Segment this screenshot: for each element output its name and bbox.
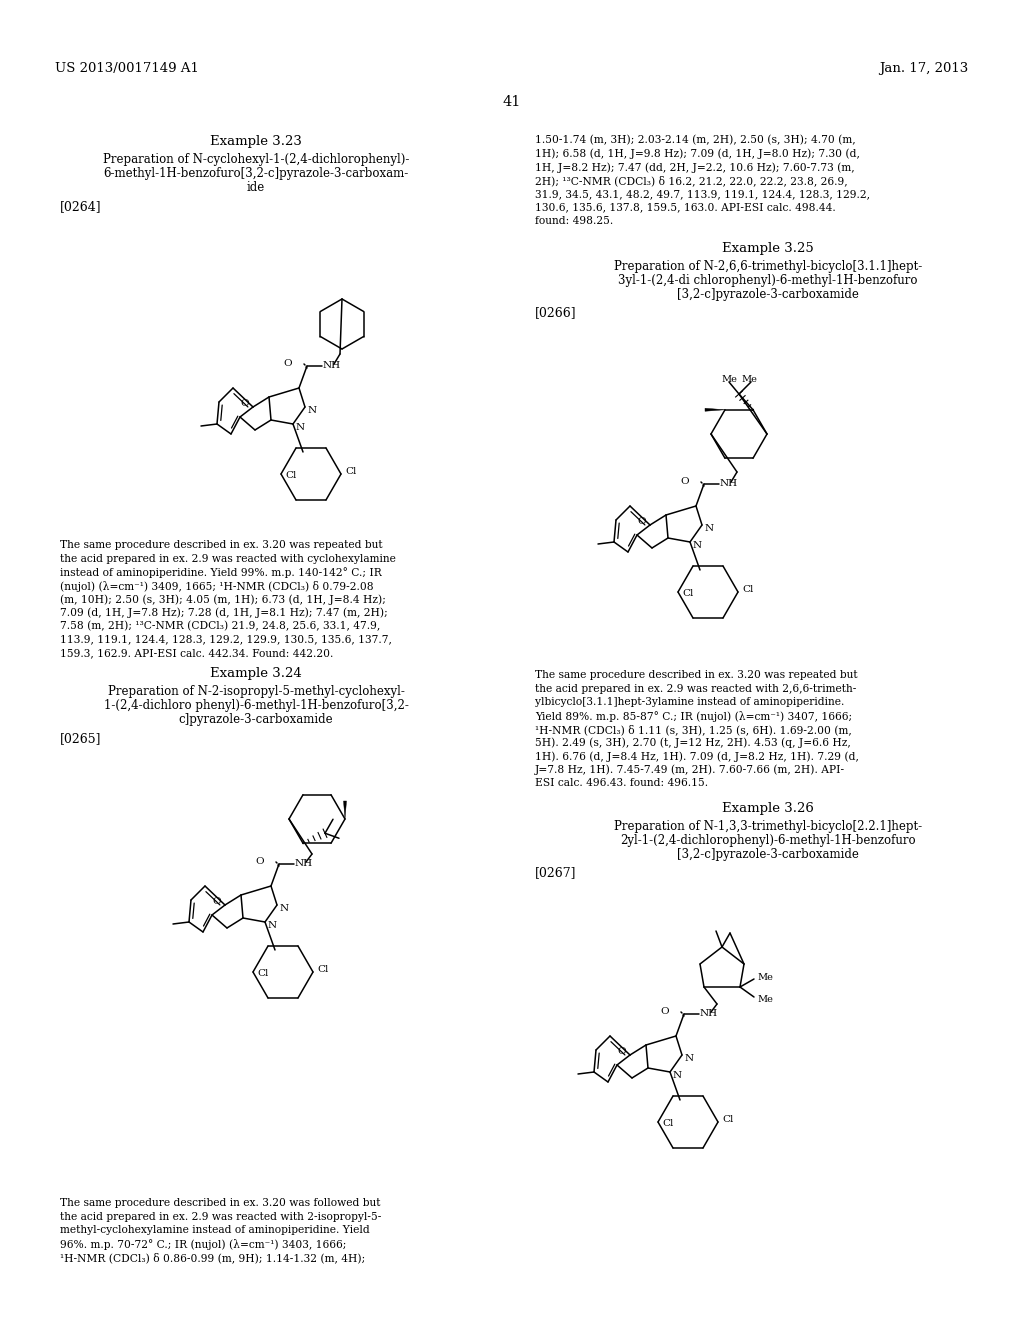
- Text: Preparation of N-1,3,3-trimethyl-bicyclo[2.2.1]hept-: Preparation of N-1,3,3-trimethyl-bicyclo…: [614, 820, 922, 833]
- Text: The same procedure described in ex. 3.20 was followed but: The same procedure described in ex. 3.20…: [60, 1199, 381, 1208]
- Text: Me: Me: [721, 375, 737, 384]
- Text: Cl: Cl: [742, 586, 754, 594]
- Text: NH: NH: [323, 360, 341, 370]
- Text: ¹H-NMR (CDCl₃) δ 0.86-0.99 (m, 9H); 1.14-1.32 (m, 4H);: ¹H-NMR (CDCl₃) δ 0.86-0.99 (m, 9H); 1.14…: [60, 1251, 366, 1263]
- Text: O: O: [617, 1048, 626, 1056]
- Text: c]pyrazole-3-carboxamide: c]pyrazole-3-carboxamide: [178, 713, 334, 726]
- Text: 7.58 (m, 2H); ¹³C-NMR (CDCl₃) 21.9, 24.8, 25.6, 33.1, 47.9,: 7.58 (m, 2H); ¹³C-NMR (CDCl₃) 21.9, 24.8…: [60, 620, 380, 631]
- Text: Me: Me: [741, 375, 757, 384]
- Text: NH: NH: [720, 479, 738, 487]
- Text: N: N: [673, 1071, 682, 1080]
- Text: Example 3.25: Example 3.25: [722, 242, 814, 255]
- Text: Me: Me: [757, 973, 773, 982]
- Text: [0264]: [0264]: [60, 201, 101, 213]
- Text: methyl-cyclohexylamine instead of aminopiperidine. Yield: methyl-cyclohexylamine instead of aminop…: [60, 1225, 370, 1236]
- Text: N: N: [268, 921, 278, 931]
- Text: [0267]: [0267]: [535, 866, 577, 879]
- Text: found: 498.25.: found: 498.25.: [535, 216, 613, 226]
- Text: N: N: [685, 1053, 694, 1063]
- Text: O: O: [680, 477, 689, 486]
- Text: O: O: [241, 400, 249, 408]
- Text: US 2013/0017149 A1: US 2013/0017149 A1: [55, 62, 199, 75]
- Text: 6-methyl-1H-benzofuro[3,2-c]pyrazole-3-carboxam-: 6-methyl-1H-benzofuro[3,2-c]pyrazole-3-c…: [103, 168, 409, 180]
- Text: 2H); ¹³C-NMR (CDCl₃) δ 16.2, 21.2, 22.0, 22.2, 23.8, 26.9,: 2H); ¹³C-NMR (CDCl₃) δ 16.2, 21.2, 22.0,…: [535, 176, 848, 186]
- Text: O: O: [255, 857, 264, 866]
- Text: J=7.8 Hz, 1H). 7.45-7.49 (m, 2H). 7.60-7.66 (m, 2H). API-: J=7.8 Hz, 1H). 7.45-7.49 (m, 2H). 7.60-7…: [535, 764, 845, 775]
- Text: 159.3, 162.9. API-ESI calc. 442.34. Found: 442.20.: 159.3, 162.9. API-ESI calc. 442.34. Foun…: [60, 648, 334, 657]
- Text: N: N: [705, 524, 714, 533]
- Text: Yield 89%. m.p. 85-87° C.; IR (nujol) (λ=cm⁻¹) 3407, 1666;: Yield 89%. m.p. 85-87° C.; IR (nujol) (λ…: [535, 710, 852, 722]
- Text: Cl: Cl: [722, 1115, 733, 1125]
- Text: [0265]: [0265]: [60, 733, 101, 744]
- Text: the acid prepared in ex. 2.9 was reacted with 2-isopropyl-5-: the acid prepared in ex. 2.9 was reacted…: [60, 1212, 381, 1221]
- Text: Example 3.24: Example 3.24: [210, 667, 302, 680]
- Text: 7.09 (d, 1H, J=7.8 Hz); 7.28 (d, 1H, J=8.1 Hz); 7.47 (m, 2H);: 7.09 (d, 1H, J=7.8 Hz); 7.28 (d, 1H, J=8…: [60, 607, 388, 618]
- Text: NH: NH: [700, 1008, 718, 1018]
- Polygon shape: [705, 408, 725, 412]
- Text: Cl: Cl: [257, 969, 268, 978]
- Text: N: N: [308, 407, 317, 414]
- Text: [3,2-c]pyrazole-3-carboxamide: [3,2-c]pyrazole-3-carboxamide: [677, 847, 859, 861]
- Text: N: N: [693, 541, 702, 550]
- Text: Me: Me: [757, 994, 773, 1003]
- Text: O: O: [637, 517, 646, 527]
- Text: Jan. 17, 2013: Jan. 17, 2013: [879, 62, 968, 75]
- Text: Cl: Cl: [345, 467, 356, 477]
- Text: 3yl-1-(2,4-di chlorophenyl)-6-methyl-1H-benzofuro: 3yl-1-(2,4-di chlorophenyl)-6-methyl-1H-…: [618, 275, 918, 286]
- Text: ide: ide: [247, 181, 265, 194]
- Text: the acid prepared in ex. 2.9 was reacted with cyclohexylamine: the acid prepared in ex. 2.9 was reacted…: [60, 553, 396, 564]
- Text: O: O: [284, 359, 292, 367]
- Text: 1.50-1.74 (m, 3H); 2.03-2.14 (m, 2H), 2.50 (s, 3H); 4.70 (m,: 1.50-1.74 (m, 3H); 2.03-2.14 (m, 2H), 2.…: [535, 135, 856, 145]
- Text: 5H). 2.49 (s, 3H), 2.70 (t, J=12 Hz, 2H). 4.53 (q, J=6.6 Hz,: 5H). 2.49 (s, 3H), 2.70 (t, J=12 Hz, 2H)…: [535, 738, 851, 748]
- Text: O: O: [660, 1006, 669, 1015]
- Text: The same procedure described in ex. 3.20 was repeated but: The same procedure described in ex. 3.20…: [60, 540, 383, 550]
- Text: 2yl-1-(2,4-dichlorophenyl)-6-methyl-1H-benzofuro: 2yl-1-(2,4-dichlorophenyl)-6-methyl-1H-b…: [621, 834, 915, 847]
- Text: Cl: Cl: [317, 965, 329, 974]
- Text: Cl: Cl: [682, 590, 693, 598]
- Text: ylbicyclo[3.1.1]hept-3ylamine instead of aminopiperidine.: ylbicyclo[3.1.1]hept-3ylamine instead of…: [535, 697, 845, 708]
- Text: the acid prepared in ex. 2.9 was reacted with 2,6,6-trimeth-: the acid prepared in ex. 2.9 was reacted…: [535, 684, 856, 693]
- Text: 41: 41: [503, 95, 521, 110]
- Text: ESI calc. 496.43. found: 496.15.: ESI calc. 496.43. found: 496.15.: [535, 777, 709, 788]
- Text: O: O: [212, 898, 221, 907]
- Text: [3,2-c]pyrazole-3-carboxamide: [3,2-c]pyrazole-3-carboxamide: [677, 288, 859, 301]
- Text: (nujol) (λ=cm⁻¹) 3409, 1665; ¹H-NMR (CDCl₃) δ 0.79-2.08: (nujol) (λ=cm⁻¹) 3409, 1665; ¹H-NMR (CDC…: [60, 581, 374, 591]
- Text: [0266]: [0266]: [535, 306, 577, 319]
- Text: 1H, J=8.2 Hz); 7.47 (dd, 2H, J=2.2, 10.6 Hz); 7.60-7.73 (m,: 1H, J=8.2 Hz); 7.47 (dd, 2H, J=2.2, 10.6…: [535, 162, 855, 173]
- Text: 31.9, 34.5, 43.1, 48.2, 49.7, 113.9, 119.1, 124.4, 128.3, 129.2,: 31.9, 34.5, 43.1, 48.2, 49.7, 113.9, 119…: [535, 189, 870, 199]
- Text: 1H); 6.58 (d, 1H, J=9.8 Hz); 7.09 (d, 1H, J=8.0 Hz); 7.30 (d,: 1H); 6.58 (d, 1H, J=9.8 Hz); 7.09 (d, 1H…: [535, 149, 860, 160]
- Text: 96%. m.p. 70-72° C.; IR (nujol) (λ=cm⁻¹) 3403, 1666;: 96%. m.p. 70-72° C.; IR (nujol) (λ=cm⁻¹)…: [60, 1238, 346, 1250]
- Text: 1H). 6.76 (d, J=8.4 Hz, 1H). 7.09 (d, J=8.2 Hz, 1H). 7.29 (d,: 1H). 6.76 (d, J=8.4 Hz, 1H). 7.09 (d, J=…: [535, 751, 859, 762]
- Polygon shape: [343, 801, 346, 818]
- Text: Preparation of N-2-isopropyl-5-methyl-cyclohexyl-: Preparation of N-2-isopropyl-5-methyl-cy…: [108, 685, 404, 698]
- Text: The same procedure described in ex. 3.20 was repeated but: The same procedure described in ex. 3.20…: [535, 671, 858, 680]
- Text: N: N: [280, 904, 289, 913]
- Text: 130.6, 135.6, 137.8, 159.5, 163.0. API-ESI calc. 498.44.: 130.6, 135.6, 137.8, 159.5, 163.0. API-E…: [535, 202, 836, 213]
- Text: N: N: [296, 422, 305, 432]
- Text: Preparation of N-2,6,6-trimethyl-bicyclo[3.1.1]hept-: Preparation of N-2,6,6-trimethyl-bicyclo…: [613, 260, 923, 273]
- Text: Cl: Cl: [662, 1119, 674, 1129]
- Text: Example 3.26: Example 3.26: [722, 803, 814, 814]
- Text: NH: NH: [295, 858, 313, 867]
- Text: Preparation of N-cyclohexyl-1-(2,4-dichlorophenyl)-: Preparation of N-cyclohexyl-1-(2,4-dichl…: [102, 153, 410, 166]
- Text: Example 3.23: Example 3.23: [210, 135, 302, 148]
- Text: (m, 10H); 2.50 (s, 3H); 4.05 (m, 1H); 6.73 (d, 1H, J=8.4 Hz);: (m, 10H); 2.50 (s, 3H); 4.05 (m, 1H); 6.…: [60, 594, 386, 605]
- Text: 113.9, 119.1, 124.4, 128.3, 129.2, 129.9, 130.5, 135.6, 137.7,: 113.9, 119.1, 124.4, 128.3, 129.2, 129.9…: [60, 635, 392, 644]
- Text: 1-(2,4-dichloro phenyl)-6-methyl-1H-benzofuro[3,2-: 1-(2,4-dichloro phenyl)-6-methyl-1H-benz…: [103, 700, 409, 711]
- Text: instead of aminopiperidine. Yield 99%. m.p. 140-142° C.; IR: instead of aminopiperidine. Yield 99%. m…: [60, 568, 382, 578]
- Text: ¹H-NMR (CDCl₃) δ 1.11 (s, 3H), 1.25 (s, 6H). 1.69-2.00 (m,: ¹H-NMR (CDCl₃) δ 1.11 (s, 3H), 1.25 (s, …: [535, 723, 852, 735]
- Text: Cl: Cl: [285, 471, 296, 480]
